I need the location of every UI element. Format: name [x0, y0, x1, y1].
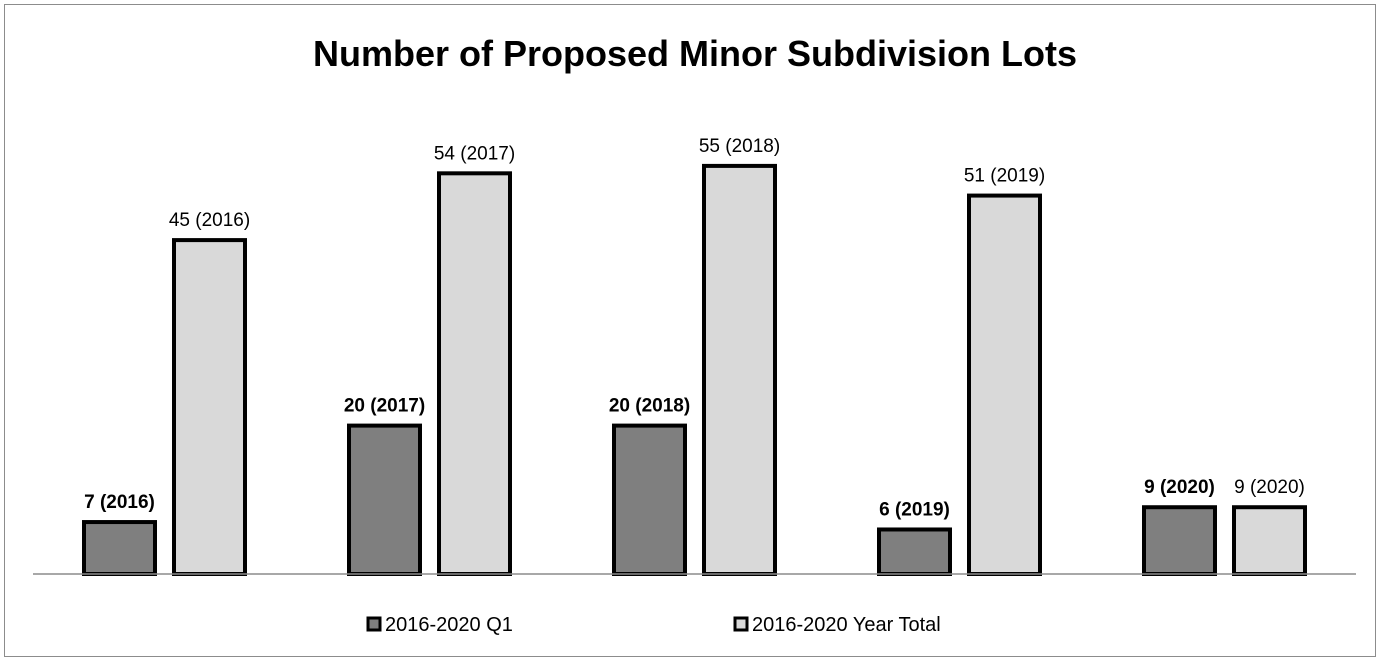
data-label-year-total-2018: 55 (2018) [699, 136, 780, 157]
bar-year-total-2019 [967, 193, 1042, 577]
chart-title: Number of Proposed Minor Subdivision Lot… [313, 33, 1077, 74]
bar-q1-2016 [82, 520, 157, 576]
legend-label-q1: 2016-2020 Q1 [385, 614, 513, 636]
bar-q1-2017 [347, 423, 422, 576]
legend: 2016-2020 Q1 2016-2020 Year Total [366, 614, 941, 636]
bar-year-total-2018 [702, 163, 777, 576]
bar-year-total-2020 [1232, 505, 1307, 576]
data-label-year-total-2020: 9 (2020) [1234, 477, 1305, 498]
data-label-year-total-2017: 54 (2017) [434, 143, 515, 164]
bar-year-total-2017 [437, 171, 512, 576]
data-label-q1-2017: 20 (2017) [344, 396, 425, 417]
bar-year-total-2016 [172, 238, 247, 576]
data-labels-layer: 7 (2016) 45 (2016) 20 (2017) 54 (2017) 20 (2… [84, 136, 1305, 521]
data-label-q1-2018: 20 (2018) [609, 396, 690, 417]
bar-q1-2020 [1142, 505, 1217, 576]
data-label-q1-2016: 7 (2016) [84, 492, 155, 513]
data-label-year-total-2019: 51 (2019) [964, 166, 1045, 187]
legend-label-year-total: 2016-2020 Year Total [752, 614, 941, 636]
legend-swatch-year-total [733, 616, 749, 632]
data-label-q1-2020: 9 (2020) [1144, 477, 1215, 498]
bar-q1-2019 [877, 527, 952, 576]
bars-layer [82, 163, 1307, 577]
legend-swatch-q1 [366, 616, 382, 632]
data-label-q1-2019: 6 (2019) [879, 499, 950, 520]
data-label-year-total-2016: 45 (2016) [169, 210, 250, 231]
bar-q1-2018 [612, 423, 687, 576]
